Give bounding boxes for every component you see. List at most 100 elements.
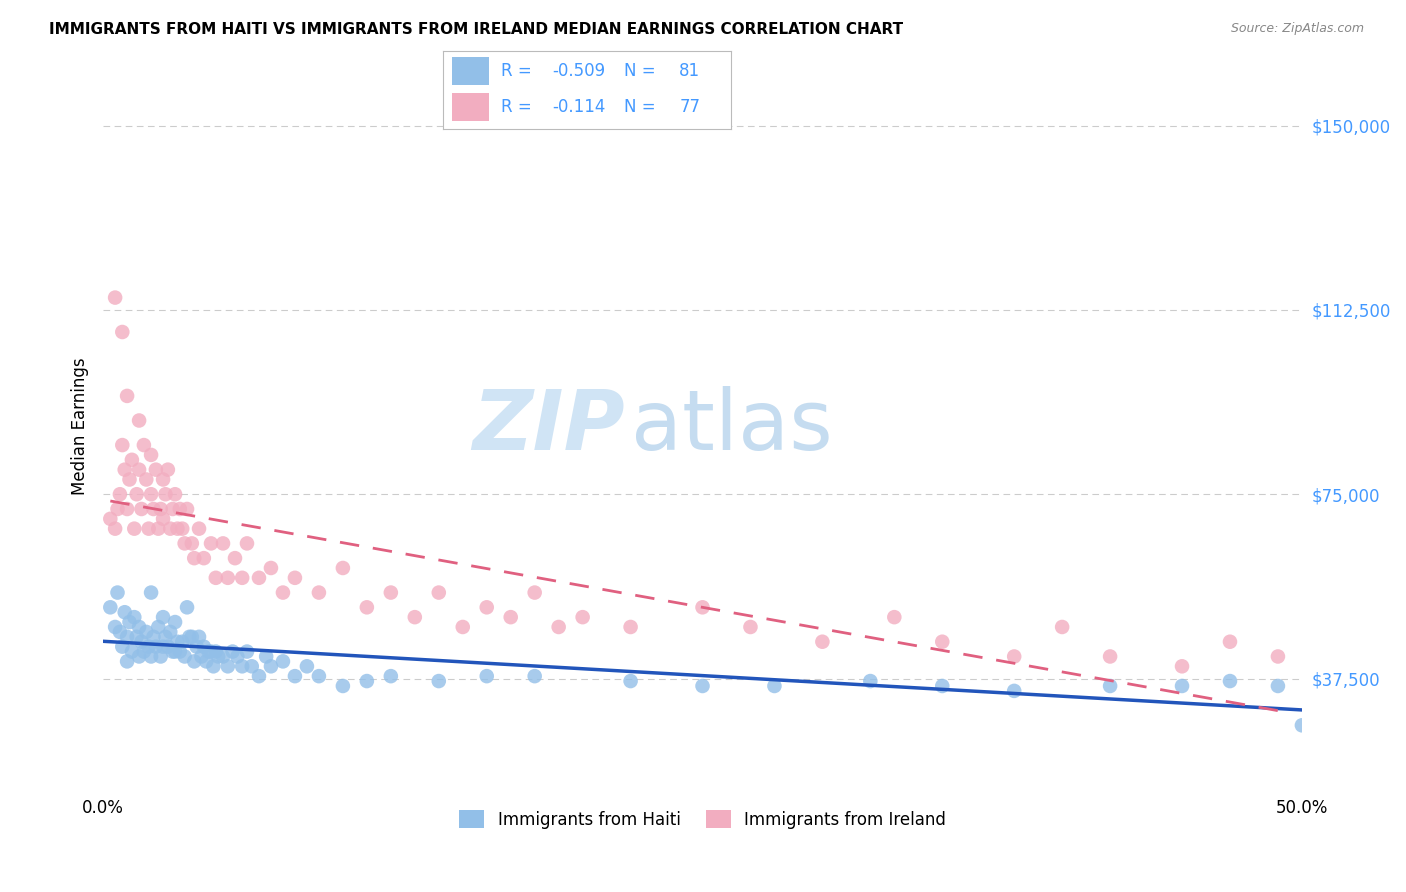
Point — [115, 502, 138, 516]
Point — [202, 659, 225, 673]
Point — [571, 610, 593, 624]
Point — [104, 620, 127, 634]
Point — [1002, 649, 1025, 664]
Point — [107, 585, 129, 599]
Point — [169, 502, 191, 516]
Point — [183, 654, 205, 668]
Point — [217, 659, 239, 673]
Point — [128, 649, 150, 664]
Text: R =: R = — [501, 98, 541, 116]
Text: IMMIGRANTS FROM HAITI VS IMMIGRANTS FROM IRELAND MEDIAN EARNINGS CORRELATION CHA: IMMIGRANTS FROM HAITI VS IMMIGRANTS FROM… — [49, 22, 903, 37]
Point — [200, 536, 222, 550]
Point — [169, 644, 191, 658]
Point — [139, 448, 162, 462]
Text: -0.509: -0.509 — [553, 62, 606, 80]
Point — [131, 502, 153, 516]
Point — [356, 674, 378, 689]
Point — [1267, 649, 1289, 664]
Point — [165, 644, 187, 658]
Point — [180, 536, 202, 550]
Point — [111, 438, 134, 452]
Point — [179, 630, 201, 644]
Point — [156, 463, 179, 477]
Point — [142, 502, 165, 516]
Point — [186, 640, 208, 654]
Point — [188, 630, 211, 644]
Point — [131, 634, 153, 648]
Point — [190, 649, 212, 664]
Point — [195, 654, 218, 668]
Point — [271, 654, 294, 668]
Point — [118, 615, 141, 629]
Point — [152, 473, 174, 487]
Point — [1002, 684, 1025, 698]
Point — [165, 615, 187, 629]
Point — [236, 536, 259, 550]
Point — [308, 669, 330, 683]
Point — [204, 571, 226, 585]
Point — [176, 502, 198, 516]
Point — [523, 585, 546, 599]
Point — [332, 679, 354, 693]
Text: 77: 77 — [679, 98, 700, 116]
Point — [499, 610, 522, 624]
Text: N =: N = — [624, 98, 661, 116]
Point — [295, 659, 318, 673]
Text: R =: R = — [501, 62, 537, 80]
Point — [128, 620, 150, 634]
Point — [619, 674, 641, 689]
Point — [149, 502, 172, 516]
Point — [619, 620, 641, 634]
Point — [200, 644, 222, 658]
Point — [104, 291, 127, 305]
Point — [108, 624, 131, 639]
Point — [98, 600, 121, 615]
Point — [138, 522, 160, 536]
Point — [104, 522, 127, 536]
Point — [124, 522, 146, 536]
Point — [148, 522, 170, 536]
Text: N =: N = — [624, 62, 661, 80]
Point — [173, 536, 195, 550]
Point — [115, 389, 138, 403]
Point — [152, 640, 174, 654]
Point — [271, 585, 294, 599]
Point — [152, 512, 174, 526]
Point — [118, 473, 141, 487]
Point — [149, 649, 172, 664]
Text: ZIP: ZIP — [472, 386, 624, 467]
Point — [115, 654, 138, 668]
Point — [332, 561, 354, 575]
Point — [254, 649, 277, 664]
Point — [221, 644, 243, 658]
Point — [145, 463, 167, 477]
Point — [115, 630, 138, 644]
Point — [193, 551, 215, 566]
Text: 81: 81 — [679, 62, 700, 80]
Point — [108, 487, 131, 501]
Point — [165, 487, 187, 501]
Point — [114, 605, 136, 619]
Point — [135, 624, 157, 639]
FancyBboxPatch shape — [451, 57, 489, 86]
Point — [125, 630, 148, 644]
Point — [1219, 634, 1241, 648]
Point — [139, 649, 162, 664]
Point — [247, 571, 270, 585]
Legend: Immigrants from Haiti, Immigrants from Ireland: Immigrants from Haiti, Immigrants from I… — [453, 804, 952, 835]
Point — [138, 640, 160, 654]
Point — [111, 640, 134, 654]
Point — [142, 630, 165, 644]
Point — [308, 585, 330, 599]
Point — [859, 674, 882, 689]
Point — [692, 679, 714, 693]
Point — [156, 640, 179, 654]
Point — [547, 620, 569, 634]
Point — [284, 571, 307, 585]
Point — [121, 644, 143, 658]
Point — [152, 610, 174, 624]
Point — [148, 620, 170, 634]
Point — [159, 522, 181, 536]
Point — [204, 644, 226, 658]
Point — [132, 644, 155, 658]
